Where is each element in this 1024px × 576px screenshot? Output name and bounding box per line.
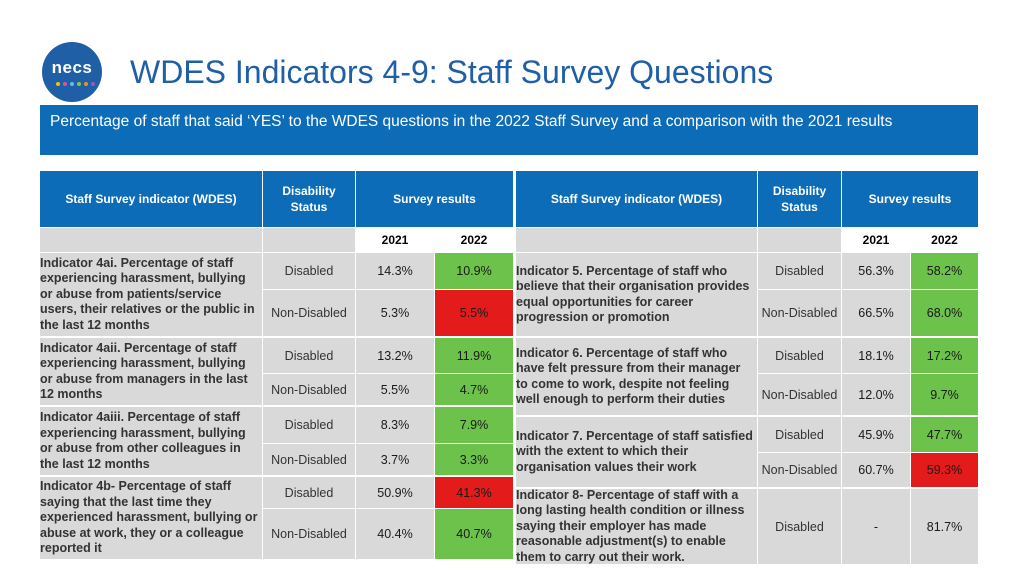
value-2021-cell: 50.9% [356, 477, 434, 508]
header-indicator: Staff Survey indicator (WDES) [40, 171, 262, 227]
value-2022-cell: 17.2% [911, 338, 978, 373]
disability-status-cell: Non-Disabled [263, 374, 355, 405]
value-2022-cell: 47.7% [911, 417, 978, 452]
header-indicator: Staff Survey indicator (WDES) [516, 171, 757, 227]
indicator-description: Indicator 7. Percentage of staff satisfi… [516, 417, 757, 487]
grid-divider [262, 171, 263, 227]
year-row-blank [40, 228, 262, 252]
disability-status-cell: Disabled [758, 489, 841, 564]
value-2021-cell: 45.9% [842, 417, 910, 452]
value-2021-cell: 66.5% [842, 290, 910, 336]
value-2022-cell: 11.9% [435, 338, 513, 373]
page-title: WDES Indicators 4-9: Staff Survey Questi… [130, 54, 774, 90]
disability-status-cell: Disabled [263, 407, 355, 443]
value-2021-cell: 8.3% [356, 407, 434, 443]
year-row-blank [263, 228, 355, 252]
value-2021-cell: 5.5% [356, 374, 434, 405]
grid-divider [841, 171, 842, 227]
value-2022-cell: 40.7% [435, 509, 513, 559]
disability-status-cell: Disabled [263, 477, 355, 508]
disability-status-cell: Disabled [263, 338, 355, 373]
value-2022-cell: 58.2% [911, 253, 978, 289]
value-2022-cell: 41.3% [435, 477, 513, 508]
header-disability-status: Disability Status [263, 171, 355, 227]
disability-status-cell: Disabled [263, 253, 355, 289]
year-2021-label: 2021 [842, 228, 910, 252]
disability-status-cell: Disabled [758, 338, 841, 373]
disability-status-cell: Non-Disabled [263, 290, 355, 336]
indicator-description: Indicator 6. Percentage of staff who hav… [516, 338, 757, 415]
disability-status-cell: Non-Disabled [758, 290, 841, 336]
value-2022-cell: 10.9% [435, 253, 513, 289]
value-2022-cell: 9.7% [911, 374, 978, 415]
grid-divider [757, 171, 758, 227]
indicator-description: Indicator 5. Percentage of staff who bel… [516, 253, 757, 336]
value-2022-cell: 3.3% [435, 444, 513, 475]
disability-status-cell: Disabled [758, 417, 841, 452]
indicator-description: Indicator 4aii. Percentage of staff expe… [40, 338, 262, 405]
disability-status-cell: Disabled [758, 253, 841, 289]
year-row-blank [516, 228, 757, 252]
value-2022-cell: 5.5% [435, 290, 513, 336]
value-2021-cell: 12.0% [842, 374, 910, 415]
value-2022-cell: 7.9% [435, 407, 513, 443]
indicator-description: Indicator 4b- Percentage of staff saying… [40, 477, 262, 559]
value-2021-cell: 56.3% [842, 253, 910, 289]
subtitle-banner: Percentage of staff that said ‘YES’ to t… [40, 105, 978, 155]
year-2022-label: 2022 [911, 228, 978, 252]
year-row-blank [758, 228, 841, 252]
value-2022-cell: 81.7% [911, 489, 978, 564]
grid-divider [355, 171, 356, 227]
indicator-description: Indicator 8- Percentage of staff with a … [516, 488, 757, 564]
disability-status-cell: Non-Disabled [263, 509, 355, 559]
year-2021-label: 2021 [356, 228, 434, 252]
disability-status-cell: Non-Disabled [758, 453, 841, 487]
logo-dots [56, 82, 95, 86]
header-survey-results: Survey results [842, 171, 978, 227]
header-survey-results: Survey results [356, 171, 513, 227]
disability-status-cell: Non-Disabled [263, 444, 355, 475]
value-2021-cell: 60.7% [842, 453, 910, 487]
value-2021-cell: 40.4% [356, 509, 434, 559]
value-2022-cell: 59.3% [911, 453, 978, 487]
value-2021-cell: - [842, 489, 910, 564]
value-2021-cell: 3.7% [356, 444, 434, 475]
indicator-description: Indicator 4ai. Percentage of staff exper… [40, 253, 262, 336]
indicator-description: Indicator 4aiii. Percentage of staff exp… [40, 407, 262, 475]
logo-text: necs [51, 58, 93, 77]
value-2021-cell: 13.2% [356, 338, 434, 373]
value-2021-cell: 5.3% [356, 290, 434, 336]
header-disability-status: Disability Status [758, 171, 841, 227]
disability-status-cell: Non-Disabled [758, 374, 841, 415]
value-2021-cell: 14.3% [356, 253, 434, 289]
necs-logo: necs [42, 42, 102, 102]
value-2022-cell: 4.7% [435, 374, 513, 405]
value-2021-cell: 18.1% [842, 338, 910, 373]
year-2022-label: 2022 [435, 228, 513, 252]
value-2022-cell: 68.0% [911, 290, 978, 336]
